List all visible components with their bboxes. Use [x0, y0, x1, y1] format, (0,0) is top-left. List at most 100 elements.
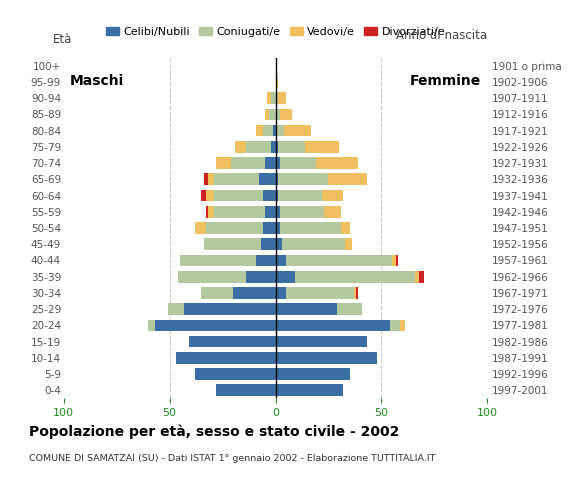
Bar [216, 157, 231, 169]
Bar [201, 190, 206, 202]
Text: COMUNE DI SAMATZAI (SU) - Dati ISTAT 1° gennaio 2002 - Elaborazione TUTTITALIA.I: COMUNE DI SAMATZAI (SU) - Dati ISTAT 1° … [29, 454, 436, 463]
Bar [276, 384, 343, 396]
Bar [263, 222, 276, 234]
Bar [206, 206, 208, 217]
Text: Maschi: Maschi [70, 74, 124, 88]
Bar [316, 157, 358, 169]
Bar [276, 352, 377, 364]
Bar [322, 190, 343, 202]
Bar [295, 271, 415, 283]
Bar [214, 206, 265, 217]
Bar [216, 384, 276, 396]
Bar [256, 254, 276, 266]
Bar [206, 190, 214, 202]
Bar [180, 254, 256, 266]
Bar [246, 271, 276, 283]
Bar [188, 336, 276, 348]
Bar [214, 173, 259, 185]
Text: Popolazione per età, sesso e stato civile - 2002: Popolazione per età, sesso e stato civil… [29, 425, 400, 439]
Bar [280, 206, 324, 217]
Bar [276, 125, 284, 136]
Bar [280, 108, 292, 120]
Bar [204, 239, 260, 250]
Bar [271, 141, 275, 153]
Text: Anno di nascita: Anno di nascita [396, 29, 487, 42]
Bar [324, 206, 341, 217]
Bar [269, 108, 276, 120]
Bar [276, 157, 280, 169]
Bar [204, 173, 208, 185]
Bar [263, 190, 276, 202]
Bar [276, 173, 278, 185]
Bar [276, 222, 280, 234]
Bar [231, 157, 265, 169]
Bar [276, 108, 280, 120]
Bar [214, 190, 263, 202]
Bar [278, 92, 286, 104]
Bar [280, 157, 316, 169]
Bar [396, 254, 398, 266]
Bar [233, 287, 276, 299]
Bar [148, 320, 155, 331]
Bar [328, 173, 367, 185]
Bar [305, 141, 339, 153]
Bar [246, 141, 271, 153]
Bar [276, 303, 337, 315]
Bar [284, 125, 311, 136]
Bar [276, 76, 278, 88]
Text: Età: Età [53, 33, 72, 46]
Bar [278, 141, 305, 153]
Bar [276, 336, 367, 348]
Bar [286, 287, 354, 299]
Bar [155, 320, 276, 331]
Bar [286, 254, 392, 266]
Bar [276, 320, 390, 331]
Bar [276, 190, 278, 202]
Bar [419, 271, 423, 283]
Bar [195, 368, 276, 380]
Bar [265, 206, 276, 217]
Bar [184, 303, 276, 315]
Bar [276, 141, 278, 153]
Bar [278, 190, 322, 202]
Bar [354, 287, 356, 299]
Bar [276, 287, 286, 299]
Bar [260, 239, 276, 250]
Bar [271, 92, 275, 104]
Bar [208, 206, 214, 217]
Bar [265, 157, 276, 169]
Bar [390, 320, 400, 331]
Bar [201, 287, 233, 299]
Bar [267, 92, 271, 104]
Bar [273, 125, 276, 136]
Bar [400, 320, 405, 331]
Bar [263, 125, 273, 136]
Bar [195, 222, 206, 234]
Bar [206, 222, 263, 234]
Bar [282, 239, 345, 250]
Bar [392, 254, 396, 266]
Bar [345, 239, 351, 250]
Bar [276, 92, 278, 104]
Bar [276, 271, 295, 283]
Bar [176, 352, 276, 364]
Legend: Celibi/Nubili, Coniugati/e, Vedovi/e, Divorziati/e: Celibi/Nubili, Coniugati/e, Vedovi/e, Di… [101, 22, 450, 41]
Bar [259, 173, 276, 185]
Bar [356, 287, 358, 299]
Bar [415, 271, 419, 283]
Bar [276, 206, 280, 217]
Bar [265, 108, 269, 120]
Bar [178, 271, 246, 283]
Bar [256, 125, 263, 136]
Bar [337, 303, 362, 315]
Bar [276, 368, 350, 380]
Text: Femmine: Femmine [409, 74, 481, 88]
Bar [276, 239, 282, 250]
Bar [278, 173, 328, 185]
Bar [280, 222, 341, 234]
Bar [341, 222, 350, 234]
Bar [235, 141, 246, 153]
Bar [168, 303, 184, 315]
Bar [276, 254, 286, 266]
Bar [208, 173, 214, 185]
